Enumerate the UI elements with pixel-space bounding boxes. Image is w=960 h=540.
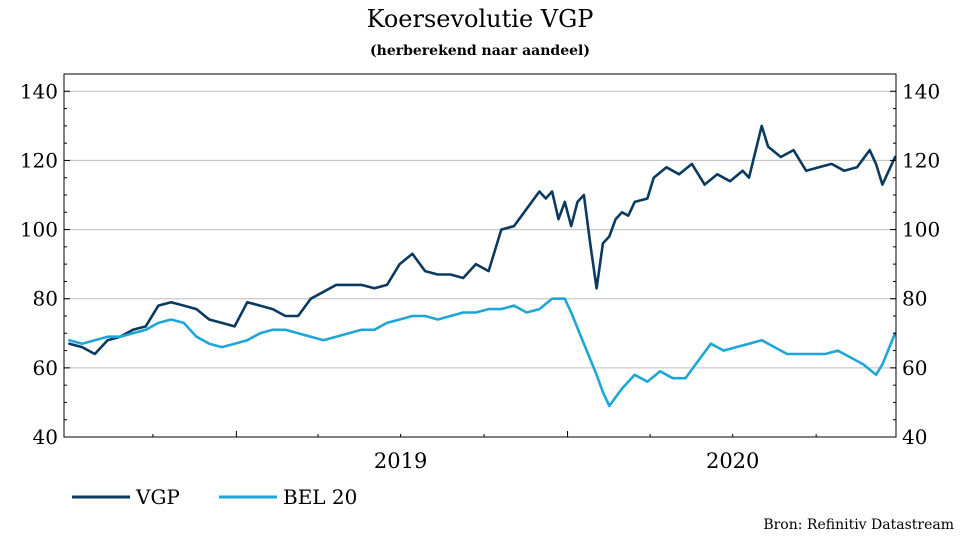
y-tick-label-left: 60 bbox=[33, 356, 58, 380]
series-line-bel-20 bbox=[68, 297, 897, 408]
source-note: Bron: Refinitiv Datastream bbox=[763, 517, 954, 533]
y-tick-label-right: 80 bbox=[902, 287, 927, 311]
legend-label-bel-20: BEL 20 bbox=[283, 485, 357, 509]
y-tick-label-left: 80 bbox=[33, 287, 58, 311]
y-tick-label-right: 40 bbox=[902, 425, 927, 449]
y-tick-label-right: 100 bbox=[902, 218, 940, 242]
y-tick-label-left: 120 bbox=[20, 148, 58, 172]
y-tick-label-left: 40 bbox=[33, 425, 58, 449]
series-line-vgp bbox=[68, 124, 897, 356]
x-year-label: 2019 bbox=[374, 449, 427, 473]
y-tick-label-left: 140 bbox=[20, 79, 58, 103]
axes: 40 40 60 60 80 80 100 100 120 120 140 140 2019 2020 bbox=[20, 79, 940, 473]
y-tick-label-right: 60 bbox=[902, 356, 927, 380]
y-tick-label-right: 120 bbox=[902, 148, 940, 172]
plot-frame bbox=[63, 73, 897, 438]
gridlines bbox=[64, 90, 896, 369]
x-year-label: 2020 bbox=[706, 449, 759, 473]
chart-title: Koersevolutie VGP bbox=[366, 5, 594, 33]
chart-subtitle: (herberekend naar aandeel) bbox=[370, 43, 590, 59]
legend-label-vgp: VGP bbox=[135, 485, 180, 509]
y-tick-label-left: 100 bbox=[20, 218, 58, 242]
legend: VGP BEL 20 bbox=[72, 485, 357, 509]
series-lines bbox=[68, 124, 897, 408]
y-tick-label-right: 140 bbox=[902, 79, 940, 103]
